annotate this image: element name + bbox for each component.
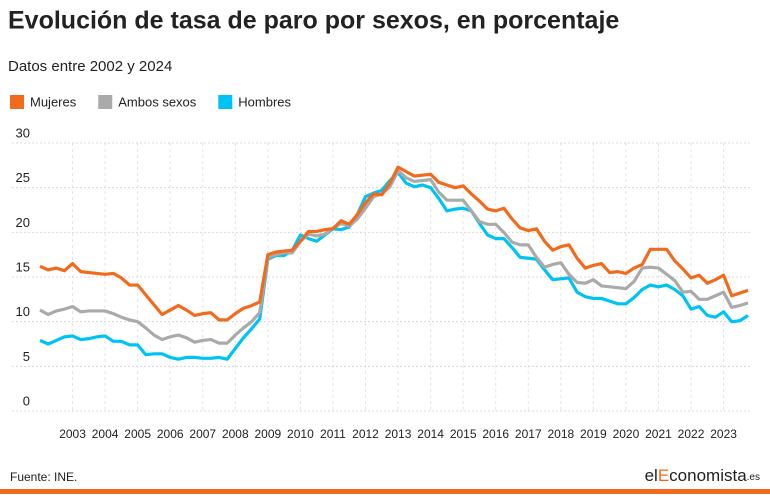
y-tick-label: 20 <box>16 215 30 230</box>
x-tick-label: 2003 <box>59 427 86 441</box>
y-tick-label: 10 <box>16 304 30 319</box>
x-tick-label: 2005 <box>124 427 151 441</box>
series-line <box>39 169 749 345</box>
logo-part: conomista <box>669 466 747 485</box>
y-tick-label: 25 <box>16 170 30 185</box>
chart-title: Evolución de tasa de paro por sexos, en … <box>8 7 619 35</box>
x-tick-label: 2008 <box>222 427 249 441</box>
x-tick-label: 2007 <box>189 427 216 441</box>
y-tick-label: 15 <box>16 259 30 274</box>
y-tick-label: 0 <box>23 393 30 408</box>
x-tick-label: 2021 <box>645 427 672 441</box>
legend-swatch <box>10 95 24 109</box>
source: Fuente: INE. <box>10 470 77 484</box>
logo-part: el <box>645 466 658 485</box>
logo-part: E <box>658 466 669 485</box>
x-tick-label: 2011 <box>320 427 346 441</box>
logo-part: .es <box>747 472 760 483</box>
x-tick-label: 2017 <box>515 427 542 441</box>
footer-bar <box>0 489 770 494</box>
x-tick-label: 2022 <box>678 427 705 441</box>
x-tick-label: 2023 <box>710 427 737 441</box>
y-tick-label: 30 <box>16 125 30 140</box>
legend-label: Mujeres <box>30 94 77 109</box>
x-tick-label: 2006 <box>157 427 184 441</box>
legend-swatch <box>98 95 113 109</box>
logo: elEconomista.es <box>645 466 760 485</box>
x-tick-label: 2015 <box>450 427 477 441</box>
x-tick-label: 2012 <box>352 427 379 441</box>
x-tick-label: 2010 <box>287 427 314 441</box>
legend-label: Ambos sexos <box>118 94 197 109</box>
legend-swatch <box>218 95 233 109</box>
x-tick-label: 2004 <box>92 427 119 441</box>
series-line <box>39 165 749 322</box>
x-tick-label: 2013 <box>385 427 412 441</box>
x-tick-label: 2019 <box>580 427 607 441</box>
x-tick-label: 2020 <box>613 427 640 441</box>
x-tick-label: 2009 <box>255 427 282 441</box>
chart-subtitle: Datos entre 2002 y 2024 <box>8 58 172 75</box>
x-tick-label: 2014 <box>417 427 444 441</box>
x-tick-label: 2016 <box>482 427 509 441</box>
legend-label: Hombres <box>238 94 291 109</box>
x-tick-label: 2018 <box>547 427 574 441</box>
y-tick-label: 5 <box>23 349 30 364</box>
